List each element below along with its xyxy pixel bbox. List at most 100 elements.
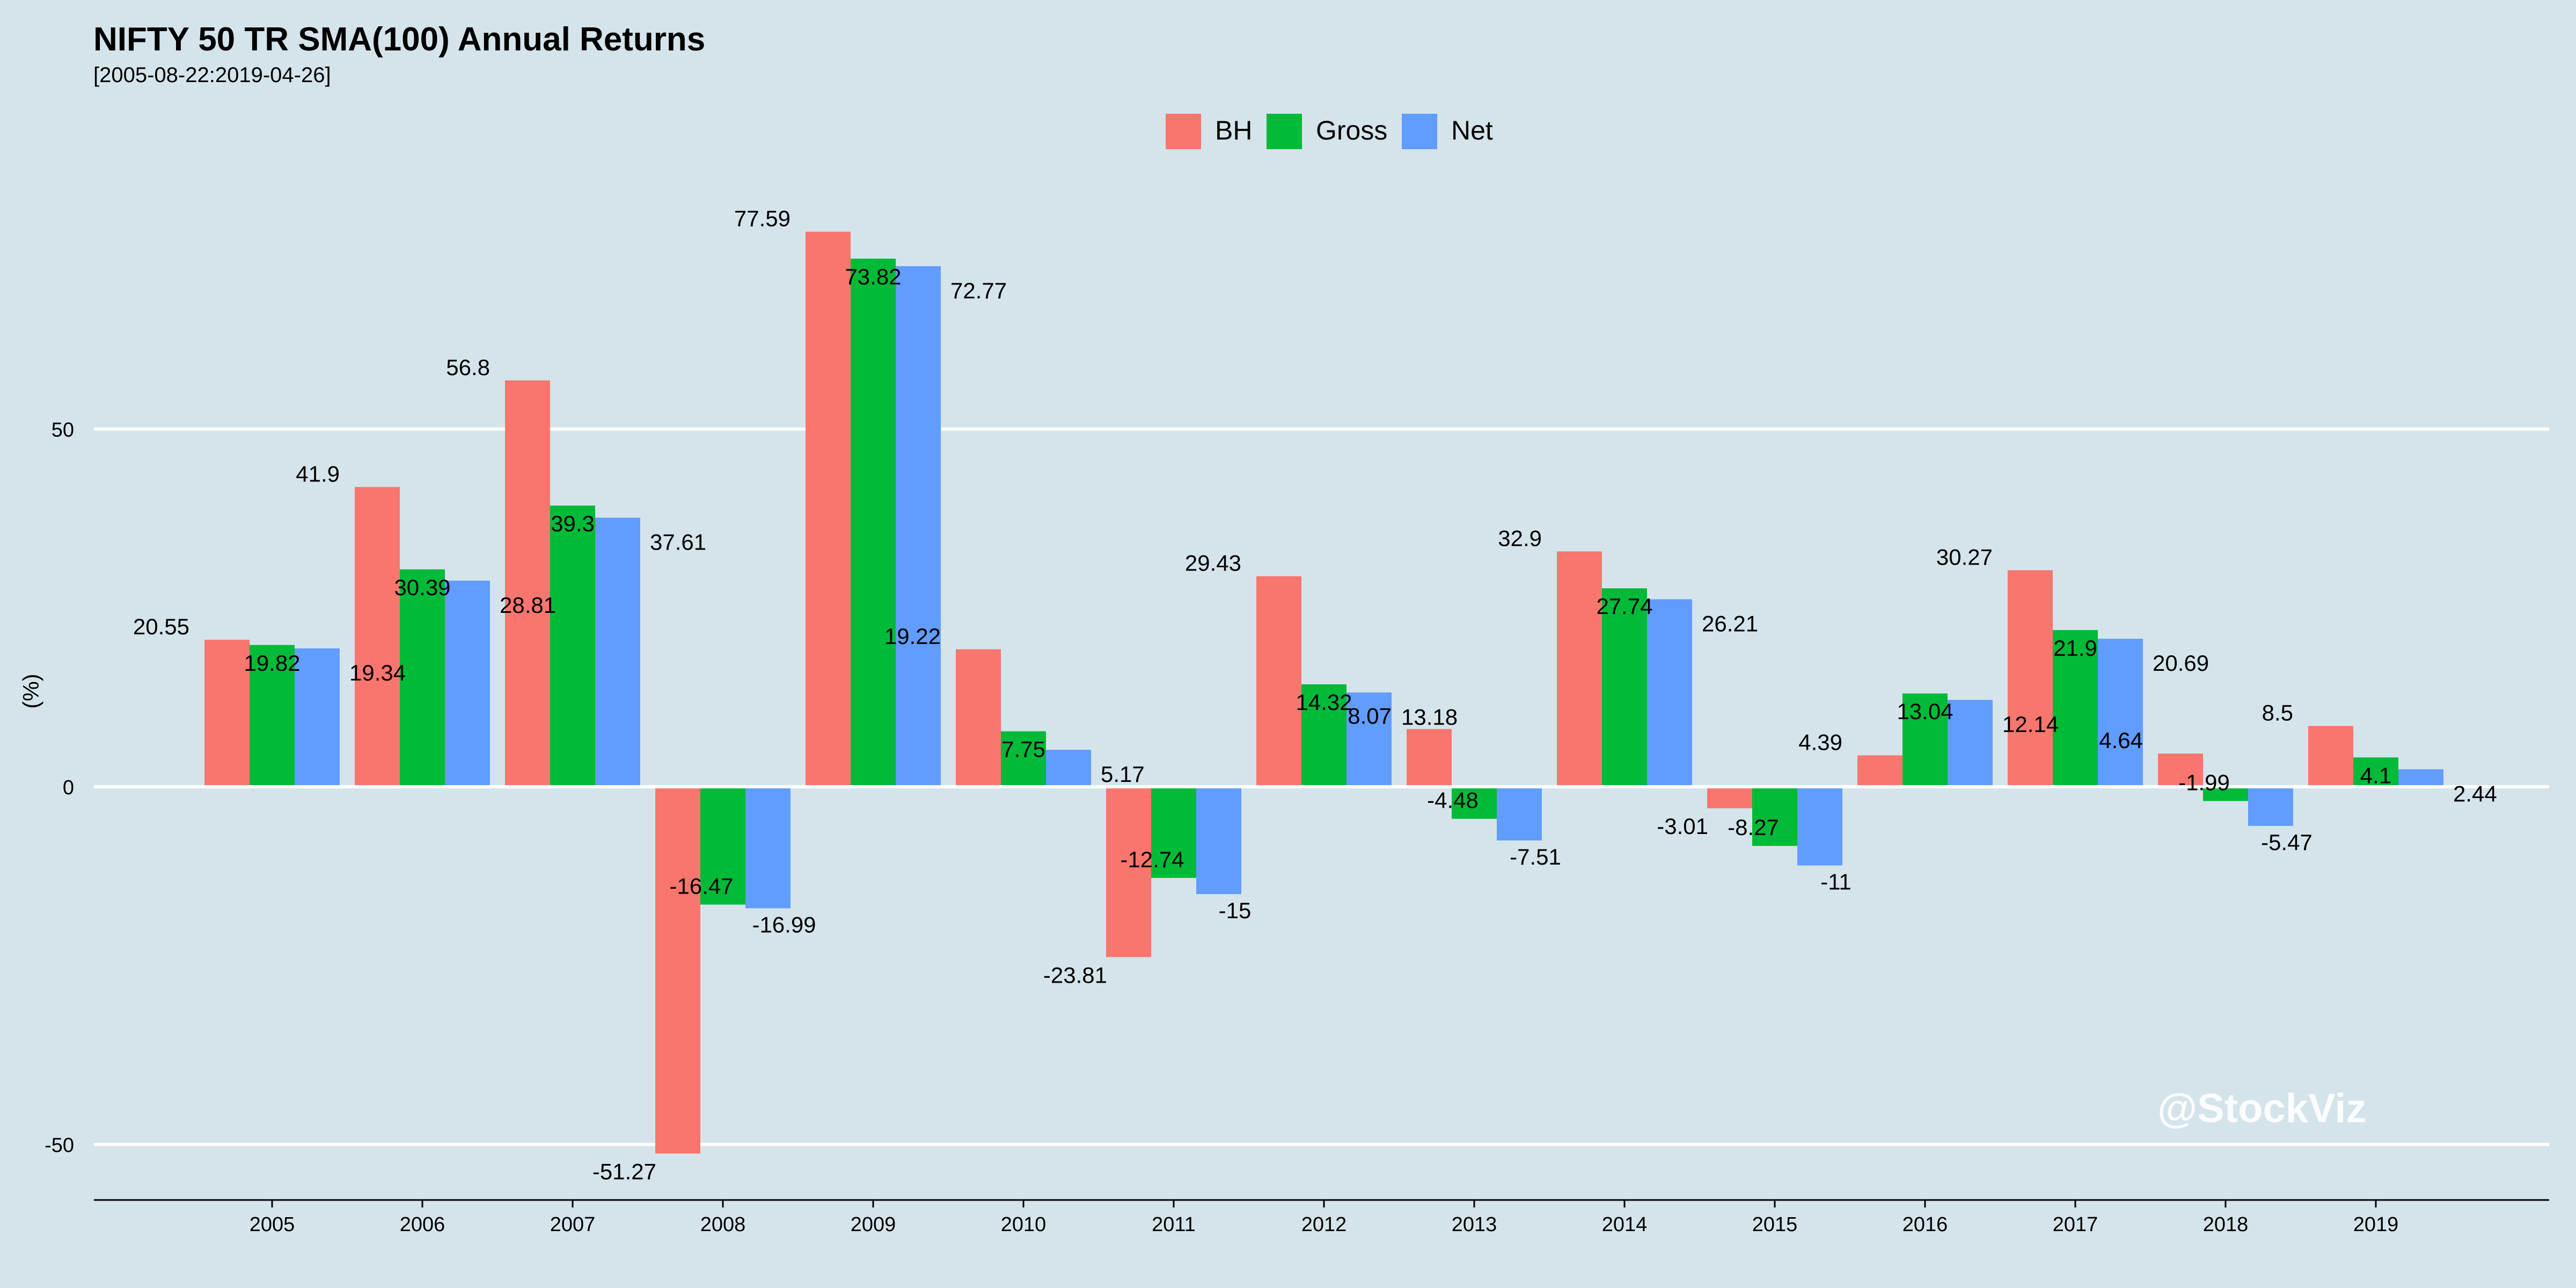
data-label-bh-2011: -23.81 [1043,962,1107,987]
data-label-bh-2016: 4.39 [1798,729,1842,755]
data-label-gross-2010: 7.75 [1001,737,1045,762]
data-label-net-2018: -5.47 [2261,830,2312,855]
bar-gross-2007 [550,506,595,787]
data-label-bh-2017: 30.27 [1936,545,1993,570]
x-tick-label: 2016 [1902,1213,1948,1236]
bar-gross-2006 [400,569,445,787]
bar-gross-2014 [1602,588,1647,787]
bar-net-2013 [1497,787,1542,841]
bar-net-2016 [1948,700,1993,787]
legend-item-bh: BH [1166,114,1252,149]
x-tick-label: 2011 [1152,1213,1196,1236]
bar-gross-2015 [1752,787,1797,846]
data-label-bh-2006: 41.9 [296,461,340,486]
data-label-gross-2017: 21.9 [2053,635,2097,661]
data-label-bh-2010: 19.22 [884,624,941,649]
data-label-bh-2008: -51.27 [592,1159,656,1184]
legend-label: BH [1215,115,1252,145]
data-label-net-2015: -11 [1820,869,1851,895]
data-label-bh-2014: 32.9 [1498,525,1542,551]
legend-label: Gross [1316,115,1387,145]
bar-bh-2009 [806,231,851,787]
bar-bh-2010 [956,649,1001,787]
bar-bh-2008 [655,787,700,1154]
x-tick-label: 2019 [2353,1213,2399,1236]
data-label-net-2019: 2.44 [2453,781,2497,806]
x-tick-label: 2015 [1752,1213,1798,1236]
data-label-net-2005: 19.34 [349,660,406,685]
data-label-gross-2005: 19.82 [244,650,300,676]
y-tick-label: 50 [52,419,74,442]
data-label-bh-2007: 56.8 [446,355,490,380]
legend-swatch [1166,114,1201,149]
bar-gross-2019 [2353,757,2398,787]
bars-layer [94,231,2549,1154]
x-tick-label: 2009 [851,1213,896,1236]
bar-net-2017 [2098,639,2143,787]
x-tick-label: 2014 [1602,1213,1648,1236]
bar-net-2005 [295,648,340,787]
bar-net-2012 [1346,692,1392,787]
bar-bh-2006 [355,487,400,787]
data-label-gross-2008: -16.47 [669,874,733,899]
y-tick-label: -50 [45,1135,74,1157]
bar-bh-2014 [1557,551,1602,787]
data-label-bh-2012: 29.43 [1185,551,1241,576]
bar-gross-2011 [1151,787,1196,878]
bar-net-2018 [2248,787,2293,826]
bar-gross-2005 [250,645,295,787]
bar-gross-2016 [1902,693,1948,787]
bar-bh-2016 [1857,755,1902,787]
axis-layer: -50 0 50 (%) 2005 2006 2007 2008 2009 2010 2011 201… [18,419,2549,1236]
bar-bh-2007 [505,380,550,787]
bar-gross-2012 [1301,684,1346,787]
data-label-gross-2016: 13.04 [1897,699,1953,724]
bar-net-2007 [595,517,640,787]
bar-gross-2018 [2203,787,2248,801]
data-label-bh-2018: 4.64 [2099,728,2143,753]
x-tick-label: 2006 [400,1213,445,1236]
x-tick-label: 2008 [700,1213,746,1236]
bar-bh-2013 [1407,729,1452,787]
data-label-net-2007: 37.61 [650,530,706,555]
bar-net-2011 [1196,787,1241,894]
legend: BH Gross Net [1166,114,1493,149]
y-tick-label: 0 [63,777,74,799]
data-label-net-2010: 5.17 [1101,762,1145,787]
bar-net-2019 [2398,769,2443,787]
data-label-gross-2012: 14.32 [1296,690,1352,715]
bar-gross-2017 [2053,630,2098,787]
x-tick-label: 2017 [2053,1213,2098,1236]
x-tick-label: 2010 [1001,1213,1046,1236]
data-label-net-2011: -15 [1219,898,1252,923]
legend-item-gross: Gross [1267,114,1387,149]
bar-net-2009 [896,266,941,787]
legend-swatch [1402,114,1437,149]
chart-subtitle: [2005-08-22:2019-04-26] [93,63,331,87]
data-label-gross-2009: 73.82 [845,264,901,289]
data-label-bh-2019: 8.5 [2262,700,2293,726]
data-label-net-2014: 26.21 [1702,611,1758,636]
data-label-gross-2018: -1.99 [2178,770,2230,795]
bar-gross-2013 [1452,787,1497,819]
data-label-net-2006: 28.81 [500,592,556,618]
x-tick-label: 2013 [1452,1213,1497,1236]
x-tick-label: 2012 [1301,1213,1347,1236]
bar-bh-2017 [2008,570,2053,787]
bar-net-2010 [1046,750,1091,787]
data-label-net-2016: 12.14 [2002,712,2059,737]
bar-bh-2005 [204,640,250,787]
bar-net-2014 [1647,599,1692,787]
legend-item-net: Net [1402,114,1493,149]
bar-net-2008 [745,787,791,909]
legend-label: Net [1451,115,1493,145]
bar-net-2015 [1797,787,1842,866]
labels-layer: 20.55 19.82 19.34 41.9 30.39 28.81 56.8 39.3 37.… [133,206,2497,1184]
bar-gross-2009 [851,258,896,787]
data-label-gross-2014: 27.74 [1596,594,1652,619]
data-label-net-2017: 20.69 [2153,650,2209,676]
data-label-net-2009: 72.77 [950,278,1007,303]
data-label-bh-2009: 77.59 [734,206,791,231]
x-tick-label: 2005 [250,1213,295,1236]
y-axis-label: (%) [18,674,43,708]
